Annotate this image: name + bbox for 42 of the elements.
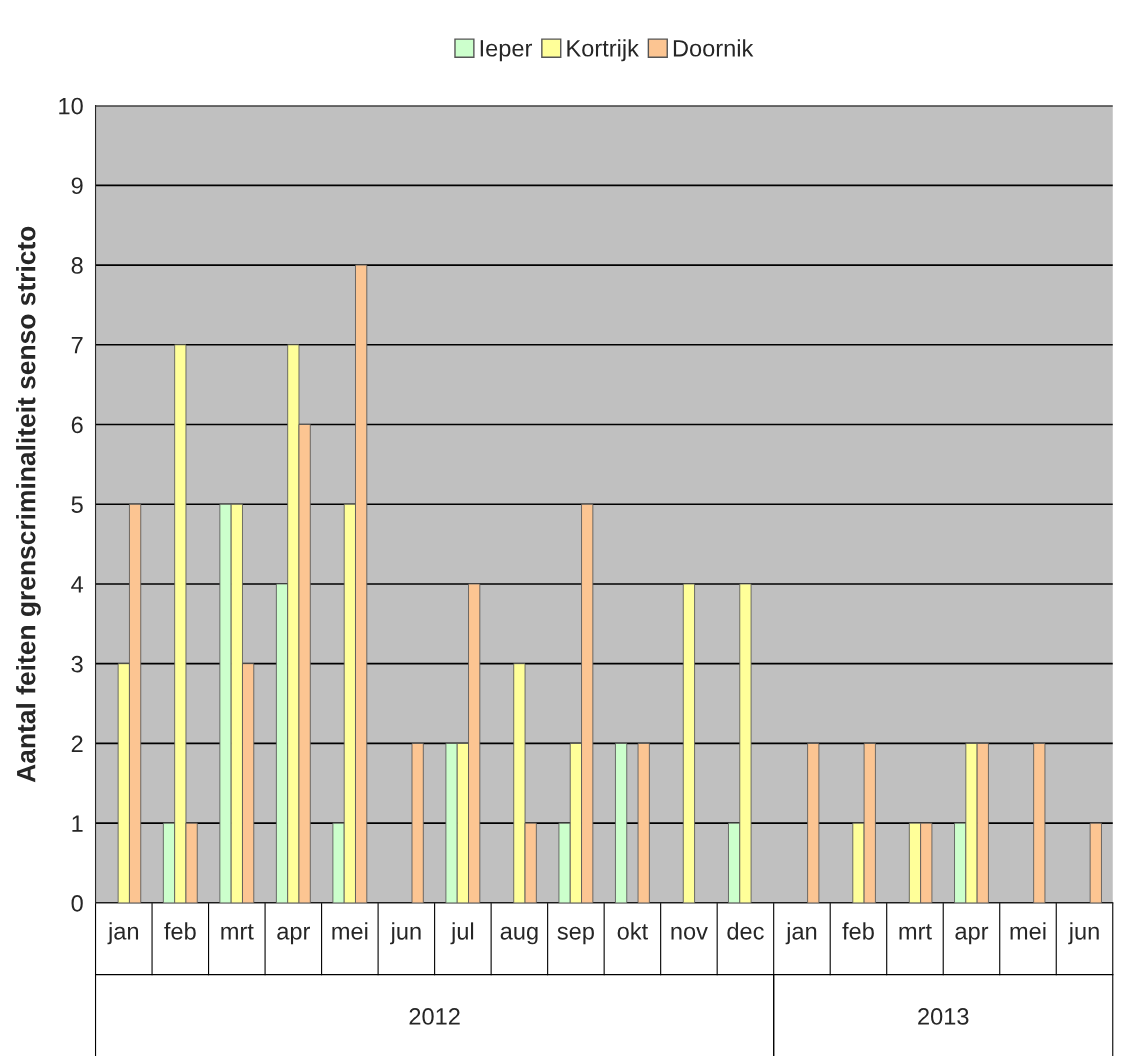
legend-label: Kortrijk [567, 39, 639, 62]
legend-label: Doornik [673, 39, 754, 57]
text: 2013 [918, 1008, 969, 1025]
y-tick-label: 1 [72, 815, 83, 832]
y-tick-label: 5 [71, 496, 83, 514]
bar [637, 743, 650, 903]
bar [1089, 822, 1102, 903]
legend-label: Ieper [480, 40, 533, 62]
x-tick-label: mei [332, 922, 368, 940]
y-tick-label: 7 [71, 337, 83, 354]
y-tick-label: 2 [71, 735, 83, 752]
y-axis-title: Aantal feiten grenscriminaliteit senso stricto [16, 226, 41, 783]
y-tick-label: 3 [71, 655, 83, 673]
x-tick-label: jan [107, 922, 139, 945]
x-tick-label: aug [500, 926, 538, 945]
bar [807, 743, 820, 903]
bar [682, 583, 695, 903]
x-tick-label: feb [164, 922, 196, 940]
x-tick-label: nov [671, 926, 708, 940]
x-tick-label: apr [955, 926, 989, 945]
x-tick-label: mrt [221, 924, 254, 940]
x-tick-label: dec [727, 922, 764, 940]
x-tick-label: jul [450, 922, 474, 945]
x-tick-label: jun [1068, 922, 1099, 945]
x-tick-label: mrt [899, 924, 932, 940]
y-tick-label: 0 [71, 894, 83, 912]
x-tick-label: mei [1010, 922, 1046, 940]
y-tick-label: 6 [71, 416, 83, 434]
x-tick-label: feb [842, 922, 874, 940]
x-tick-label: jun [390, 922, 421, 945]
bar [411, 743, 424, 903]
text: 2012 [409, 1008, 460, 1025]
bar [615, 743, 628, 903]
y-tick-label: 8 [71, 257, 83, 274]
y-tick-label: 9 [71, 177, 83, 195]
x-tick-label: okt [617, 922, 648, 940]
x-tick-label: jan [785, 922, 817, 945]
x-tick-label: apr [277, 926, 311, 945]
x-tick-label: sep [557, 926, 594, 945]
y-tick-label: 4 [71, 576, 84, 593]
bar [1033, 743, 1046, 903]
y-tick-label: 10 [59, 97, 83, 115]
